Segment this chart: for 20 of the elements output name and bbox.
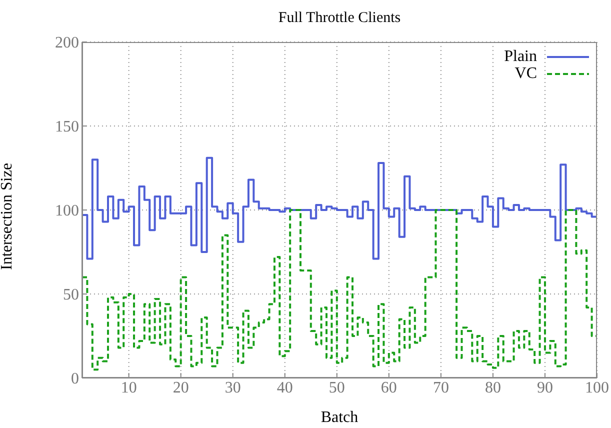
x-axis-title: Batch <box>320 409 358 426</box>
y-tick-label: 150 <box>55 118 79 136</box>
x-tick-label: 30 <box>224 379 241 396</box>
chart-title: Full Throttle Clients <box>277 10 402 27</box>
y-tick-label: 200 <box>55 34 79 52</box>
x-tick-label: 90 <box>536 379 553 396</box>
x-tick-label: 10 <box>120 379 137 396</box>
y-tick-label: 50 <box>63 286 79 304</box>
y-tick-label: 100 <box>55 202 79 220</box>
x-tick-label: 100 <box>585 379 609 396</box>
y-tick-label: 0 <box>71 370 79 388</box>
x-tick-label: 40 <box>276 379 293 396</box>
legend-label: VC <box>514 65 537 82</box>
x-tick-label: 20 <box>172 379 189 396</box>
legend-label: Plain <box>504 48 537 65</box>
x-tick-label: 80 <box>484 379 501 396</box>
x-tick-label: 50 <box>328 379 345 396</box>
y-axis-title: Intersection Size <box>0 162 16 270</box>
x-tick-label: 60 <box>380 379 397 396</box>
x-tick-label: 70 <box>432 379 449 396</box>
